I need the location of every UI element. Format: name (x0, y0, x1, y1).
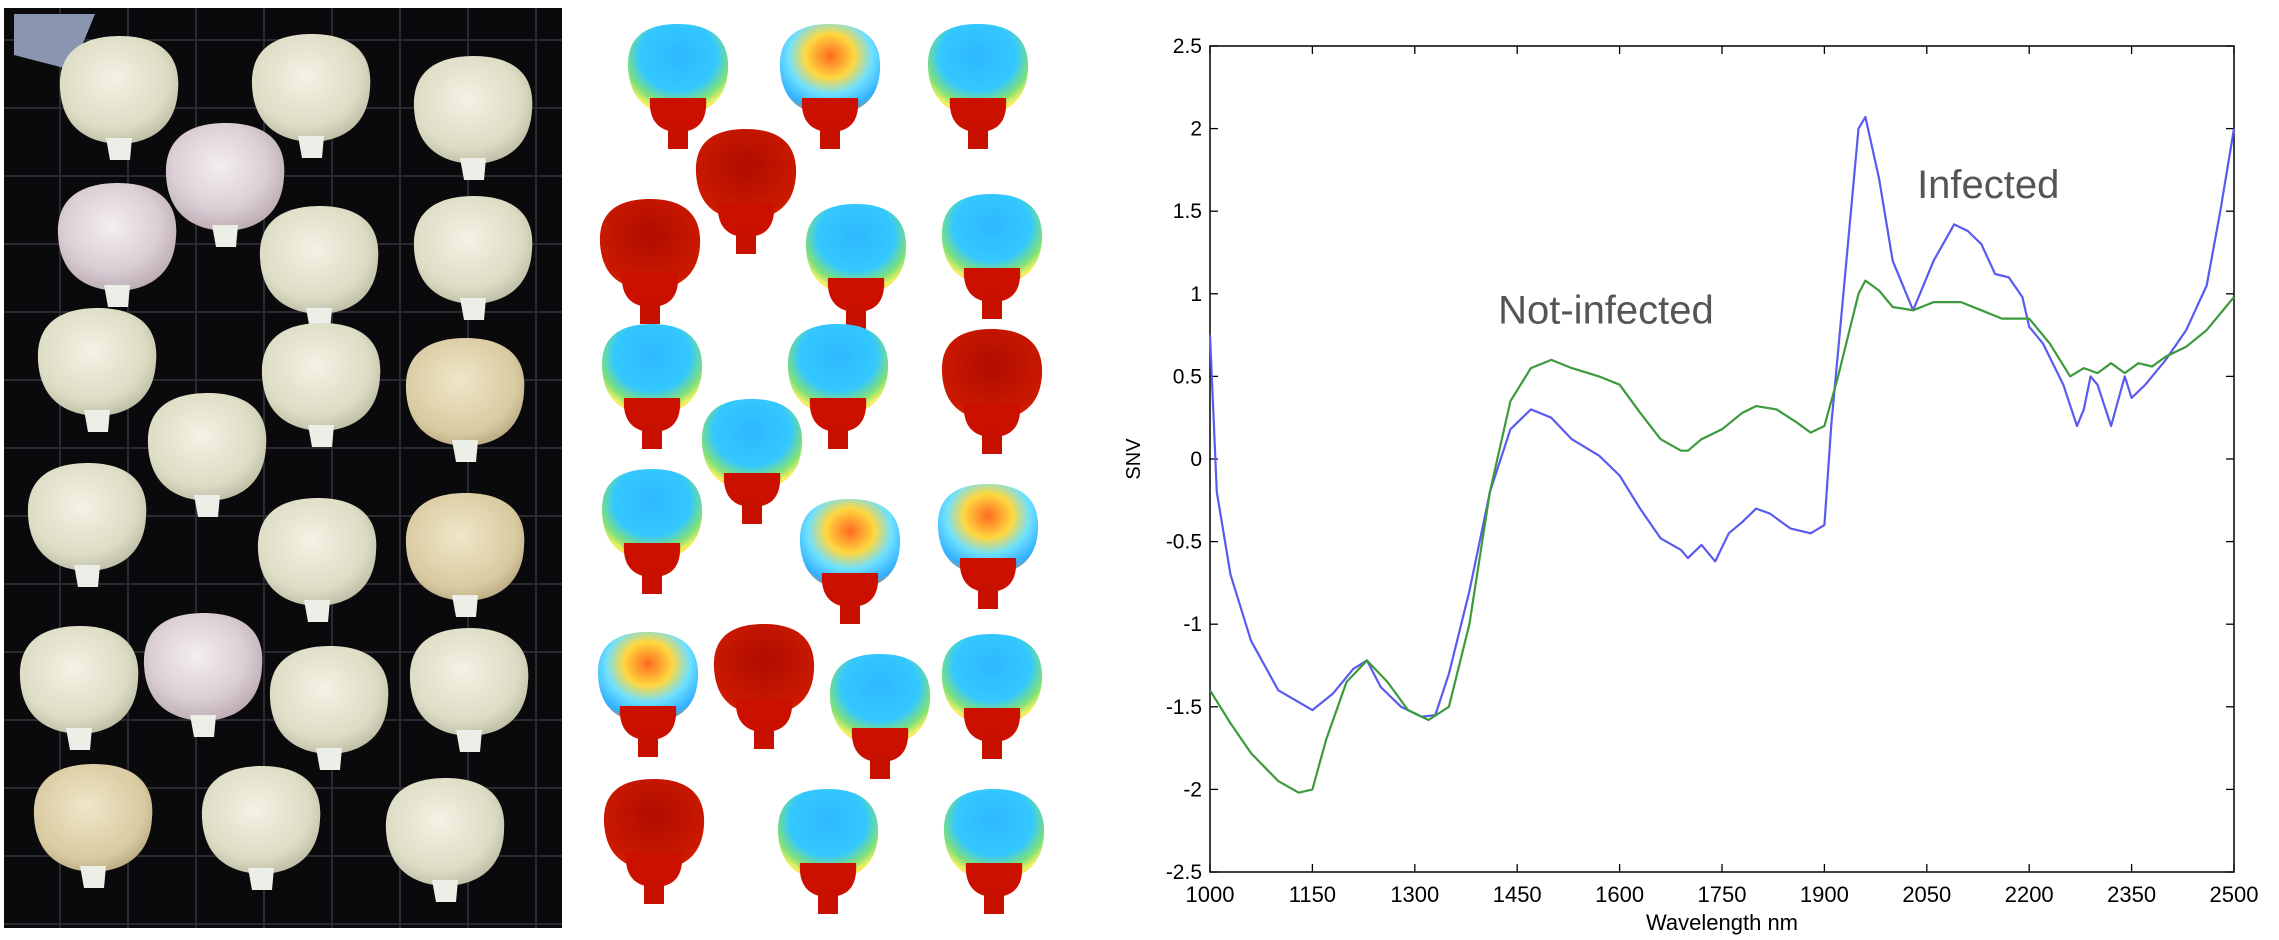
corn-kernel (59, 36, 179, 160)
kernel-heat-map (627, 24, 729, 149)
corn-kernel (143, 613, 263, 737)
x-tick-label: 2500 (2210, 882, 2259, 907)
kernel-heat-map (805, 204, 907, 329)
corn-kernel (269, 646, 389, 770)
corn-kernel (405, 493, 525, 617)
corn-kernel (405, 338, 525, 462)
corn-kernel (201, 766, 321, 890)
corn-kernel (165, 123, 285, 247)
spectra-chart: 1000 1150 1300 1450 1600 1750 1900 2050 2200 2350… (1123, 35, 2259, 935)
corn-kernel (57, 183, 177, 307)
y-tick-label: 0.5 (1173, 365, 1202, 388)
kernel-heat-map (941, 329, 1043, 454)
kernel-heat-map (597, 632, 699, 757)
y-axis-label: SNV (1123, 438, 1145, 480)
plot-area (1209, 45, 2235, 873)
annotation-not-infected: Not-infected (1498, 289, 1714, 333)
corn-kernel (257, 498, 377, 622)
corn-kernel (37, 308, 157, 432)
x-tick-label: 2050 (1902, 882, 1951, 907)
kernel-heat-map (695, 129, 797, 254)
corn-kernel (27, 463, 147, 587)
y-tick-label: 0 (1190, 448, 1202, 471)
kernel-heat-map (941, 634, 1043, 759)
kernel-heat-map (943, 789, 1045, 914)
x-tick-label: 1450 (1493, 882, 1542, 907)
series-line-not-infected (1209, 279, 2235, 794)
kernel-heat-map (927, 24, 1029, 149)
y-tick-label: 2.5 (1173, 35, 1202, 58)
corn-kernel (261, 323, 381, 447)
x-tick-label: 2350 (2107, 882, 2156, 907)
x-tick-label: 2200 (2005, 882, 2054, 907)
kernel-photo-panel (0, 0, 570, 935)
corn-kernel (409, 628, 529, 752)
kernel-heatmap-panel (590, 0, 1110, 935)
kernel-photo (4, 8, 562, 928)
corn-kernel (147, 393, 267, 517)
corn-kernel (413, 56, 533, 180)
x-tick-label: 1150 (1289, 882, 1336, 907)
corn-kernel (251, 34, 371, 158)
y-tick-label: 1 (1190, 283, 1202, 306)
y-tick-label: 2 (1190, 118, 1202, 141)
x-tick-label: 1900 (1800, 882, 1849, 907)
corn-kernel (33, 764, 153, 888)
x-tick-label: 1750 (1698, 882, 1747, 907)
kernel-heat-map (601, 469, 703, 594)
y-tick-label: -2.5 (1166, 861, 1202, 884)
x-tick-label: 1300 (1390, 882, 1439, 907)
kernel-heat-map (799, 499, 901, 624)
kernel-heat-map (829, 654, 931, 779)
kernel-heat-map (603, 779, 705, 904)
y-tick-label: -0.5 (1166, 531, 1202, 554)
kernel-heat-map (599, 199, 701, 324)
corn-kernel (19, 626, 139, 750)
kernel-heat-map (601, 324, 703, 449)
x-tick-label: 1000 (1186, 882, 1235, 907)
kernel-heat-map (777, 789, 879, 914)
x-axis-label: Wavelength nm (1646, 910, 1798, 935)
corn-kernel (385, 778, 505, 902)
kernel-heat-map (701, 399, 803, 524)
kernel-heat-map (937, 484, 1039, 609)
x-tick-label: 1600 (1595, 882, 1644, 907)
y-tick-label: -2 (1183, 778, 1202, 801)
kernel-heat-map (779, 24, 881, 149)
y-tick-label: -1 (1183, 613, 1202, 636)
kernel-heat-map (713, 624, 815, 749)
annotation-infected: Infected (1917, 163, 2059, 207)
corn-kernel (413, 196, 533, 320)
kernel-heat-map (941, 194, 1043, 319)
y-tick-label: 1.5 (1173, 200, 1202, 223)
kernel-heatmap (597, 24, 1045, 914)
spectra-chart-panel: 1000 1150 1300 1450 1600 1750 1900 2050 2200 2350… (1110, 0, 2279, 935)
y-tick-label: -1.5 (1166, 696, 1202, 719)
kernel-heat-map (787, 324, 889, 449)
